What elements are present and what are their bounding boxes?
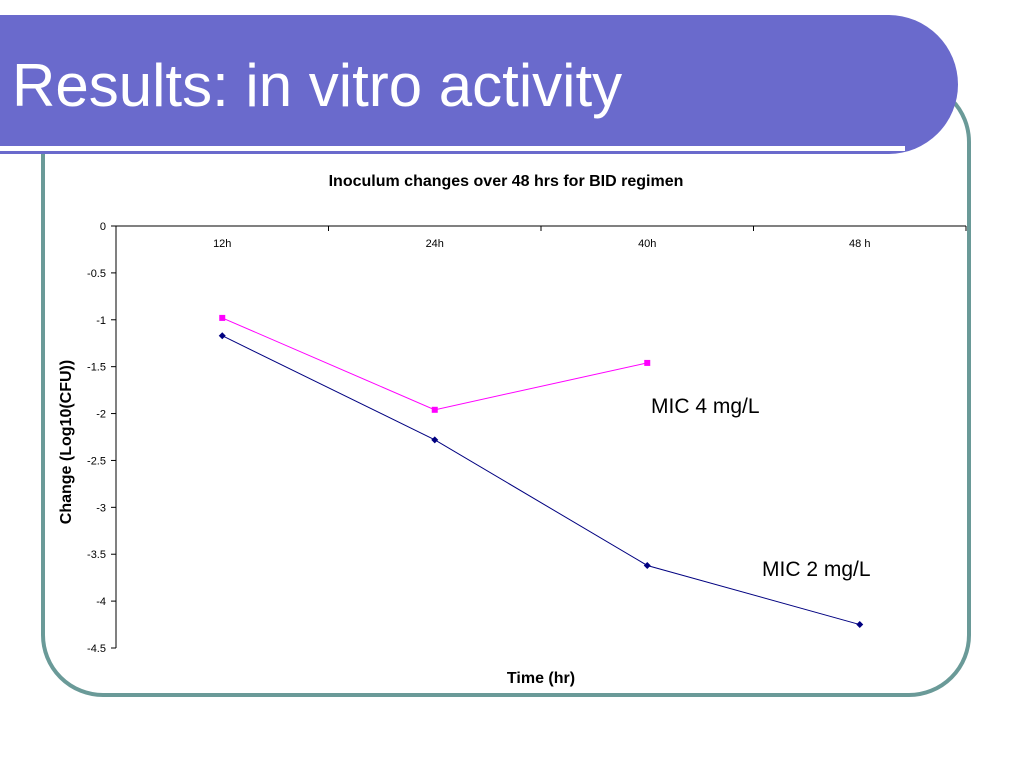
slide-frame	[41, 80, 971, 697]
y-tick-label: -1	[96, 315, 106, 327]
y-tick-label: -0.5	[87, 268, 106, 280]
y-tick-label: -4.5	[87, 643, 106, 655]
series-line-mic2	[222, 335, 860, 626]
y-tick-label: 0	[100, 221, 106, 233]
y-tick-label: -2	[96, 409, 106, 421]
x-axis-label: Time (hr)	[507, 670, 575, 687]
data-point-mic2	[431, 436, 439, 444]
series-line-mic4	[222, 317, 648, 411]
data-point-mic2	[856, 621, 864, 629]
title-underline	[0, 146, 905, 151]
y-axis-label: Change (Log10(CFU))	[58, 360, 75, 524]
y-tick-label: -4	[96, 596, 106, 608]
data-point-mic2	[218, 332, 226, 340]
y-tick-label: -1.5	[87, 362, 106, 374]
annotation-mic2: MIC 2 mg/L	[762, 558, 871, 581]
slide-title: Results: in vitro activity	[12, 52, 623, 119]
y-tick-label: -2.5	[87, 455, 106, 467]
data-point-mic4	[219, 314, 226, 321]
data-point-mic4	[644, 359, 651, 366]
y-tick-label: -3	[96, 502, 106, 514]
data-point-mic4	[431, 406, 438, 413]
chart-title: Inoculum changes over 48 hrs for BID reg…	[329, 173, 684, 190]
title-banner: Results: in vitro activity	[0, 15, 958, 154]
x-tick-label: 48 h	[849, 238, 870, 250]
x-tick-label: 40h	[638, 238, 656, 250]
x-tick-label: 12h	[213, 238, 231, 250]
data-point-mic2	[643, 561, 651, 569]
x-tick-label: 24h	[426, 238, 444, 250]
y-tick-label: -3.5	[87, 549, 106, 561]
annotation-mic4: MIC 4 mg/L	[651, 395, 760, 418]
